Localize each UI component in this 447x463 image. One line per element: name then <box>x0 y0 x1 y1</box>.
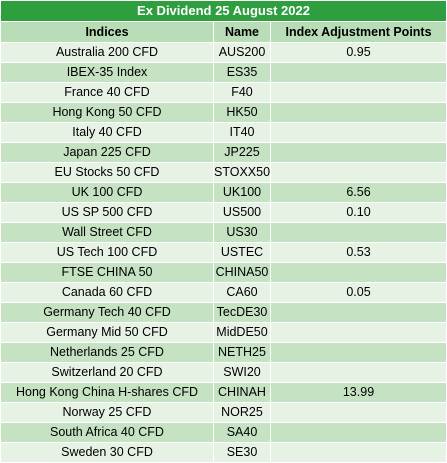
table-row: Australia 200 CFD AUS200 0.95 <box>0 42 447 63</box>
table-row: UK 100 CFD UK100 6.56 <box>0 182 447 203</box>
symbol-cell: AUS200 <box>213 42 271 63</box>
index-name-cell: IBEX-35 Index <box>0 62 214 83</box>
table-title: Ex Dividend 25 August 2022 <box>0 0 447 22</box>
table-row: South Africa 40 CFD SA40 <box>0 422 447 443</box>
symbol-cell: STOXX50 <box>213 162 271 183</box>
adjustment-points-cell <box>269 62 447 83</box>
table-row: Canada 60 CFD CA60 0.05 <box>0 282 447 303</box>
index-name-cell: US SP 500 CFD <box>0 202 214 223</box>
symbol-cell: SWI20 <box>213 362 271 383</box>
index-name-cell: EU Stocks 50 CFD <box>0 162 214 183</box>
index-name-cell: Australia 200 CFD <box>0 42 214 63</box>
symbol-cell: CA60 <box>213 282 271 303</box>
column-header-adjustment-points: Index Adjustment Points <box>269 21 447 43</box>
table-row: US SP 500 CFD US500 0.10 <box>0 202 447 223</box>
adjustment-points-cell <box>269 222 447 243</box>
table-row: Wall Street CFD US30 <box>0 222 447 243</box>
table-row: Hong Kong 50 CFD HK50 <box>0 102 447 123</box>
adjustment-points-cell: 6.56 <box>269 182 447 203</box>
column-header-name: Name <box>213 21 271 43</box>
index-name-cell: Norway 25 CFD <box>0 402 214 423</box>
table-row: Germany Tech 40 CFD TecDE30 <box>0 302 447 323</box>
symbol-cell: NOR25 <box>213 402 271 423</box>
symbol-cell: HK50 <box>213 102 271 123</box>
adjustment-points-cell <box>269 362 447 383</box>
symbol-cell: ES35 <box>213 62 271 83</box>
index-name-cell: Hong Kong China H-shares CFD <box>0 382 214 403</box>
title-row: Ex Dividend 25 August 2022 <box>0 0 447 22</box>
table-body: Australia 200 CFD AUS200 0.95 IBEX-35 Index… <box>0 42 447 463</box>
symbol-cell: UK100 <box>213 182 271 203</box>
index-name-cell: Canada 60 CFD <box>0 282 214 303</box>
adjustment-points-cell <box>269 342 447 363</box>
table-row: Germany Mid 50 CFD MidDE50 <box>0 322 447 343</box>
index-name-cell: Switzerland 20 CFD <box>0 362 214 383</box>
adjustment-points-cell <box>269 162 447 183</box>
symbol-cell: US30 <box>213 222 271 243</box>
adjustment-points-cell <box>269 122 447 143</box>
symbol-cell: NETH25 <box>213 342 271 363</box>
adjustment-points-cell <box>269 142 447 163</box>
adjustment-points-cell: 0.95 <box>269 42 447 63</box>
table-row: Italy 40 CFD IT40 <box>0 122 447 143</box>
table-row: Japan 225 CFD JP225 <box>0 142 447 163</box>
adjustment-points-cell <box>269 302 447 323</box>
adjustment-points-cell <box>269 102 447 123</box>
adjustment-points-cell <box>269 442 447 463</box>
symbol-cell: CHINAH <box>213 382 271 403</box>
table-row: US Tech 100 CFD USTEC 0.53 <box>0 242 447 263</box>
adjustment-points-cell: 0.10 <box>269 202 447 223</box>
index-name-cell: Hong Kong 50 CFD <box>0 102 214 123</box>
symbol-cell: US500 <box>213 202 271 223</box>
symbol-cell: JP225 <box>213 142 271 163</box>
adjustment-points-cell: 0.05 <box>269 282 447 303</box>
table-row: Hong Kong China H-shares CFD CHINAH 13.99 <box>0 382 447 403</box>
table-row: Netherlands 25 CFD NETH25 <box>0 342 447 363</box>
symbol-cell: USTEC <box>213 242 271 263</box>
symbol-cell: IT40 <box>213 122 271 143</box>
index-name-cell: Sweden 30 CFD <box>0 442 214 463</box>
adjustment-points-cell <box>269 402 447 423</box>
adjustment-points-cell <box>269 422 447 443</box>
index-name-cell: Japan 225 CFD <box>0 142 214 163</box>
table-row: EU Stocks 50 CFD STOXX50 <box>0 162 447 183</box>
index-name-cell: France 40 CFD <box>0 82 214 103</box>
adjustment-points-cell: 0.53 <box>269 242 447 263</box>
index-name-cell: US Tech 100 CFD <box>0 242 214 263</box>
adjustment-points-cell <box>269 322 447 343</box>
symbol-cell: F40 <box>213 82 271 103</box>
adjustment-points-cell <box>269 82 447 103</box>
index-name-cell: UK 100 CFD <box>0 182 214 203</box>
symbol-cell: CHINA50 <box>213 262 271 283</box>
index-name-cell: Germany Tech 40 CFD <box>0 302 214 323</box>
table-row: Sweden 30 CFD SE30 <box>0 442 447 463</box>
column-header-indices: Indices <box>0 21 214 43</box>
table-row: FTSE CHINA 50 CHINA50 <box>0 262 447 283</box>
index-name-cell: FTSE CHINA 50 <box>0 262 214 283</box>
adjustment-points-cell <box>269 262 447 283</box>
symbol-cell: SE30 <box>213 442 271 463</box>
index-name-cell: Italy 40 CFD <box>0 122 214 143</box>
index-name-cell: South Africa 40 CFD <box>0 422 214 443</box>
header-row: Indices Name Index Adjustment Points <box>0 21 447 43</box>
index-name-cell: Germany Mid 50 CFD <box>0 322 214 343</box>
symbol-cell: TecDE30 <box>213 302 271 323</box>
index-name-cell: Wall Street CFD <box>0 222 214 243</box>
table-row: France 40 CFD F40 <box>0 82 447 103</box>
adjustment-points-cell: 13.99 <box>269 382 447 403</box>
symbol-cell: MidDE50 <box>213 322 271 343</box>
table-row: IBEX-35 Index ES35 <box>0 62 447 83</box>
table-row: Norway 25 CFD NOR25 <box>0 402 447 423</box>
symbol-cell: SA40 <box>213 422 271 443</box>
table-row: Switzerland 20 CFD SWI20 <box>0 362 447 383</box>
index-name-cell: Netherlands 25 CFD <box>0 342 214 363</box>
